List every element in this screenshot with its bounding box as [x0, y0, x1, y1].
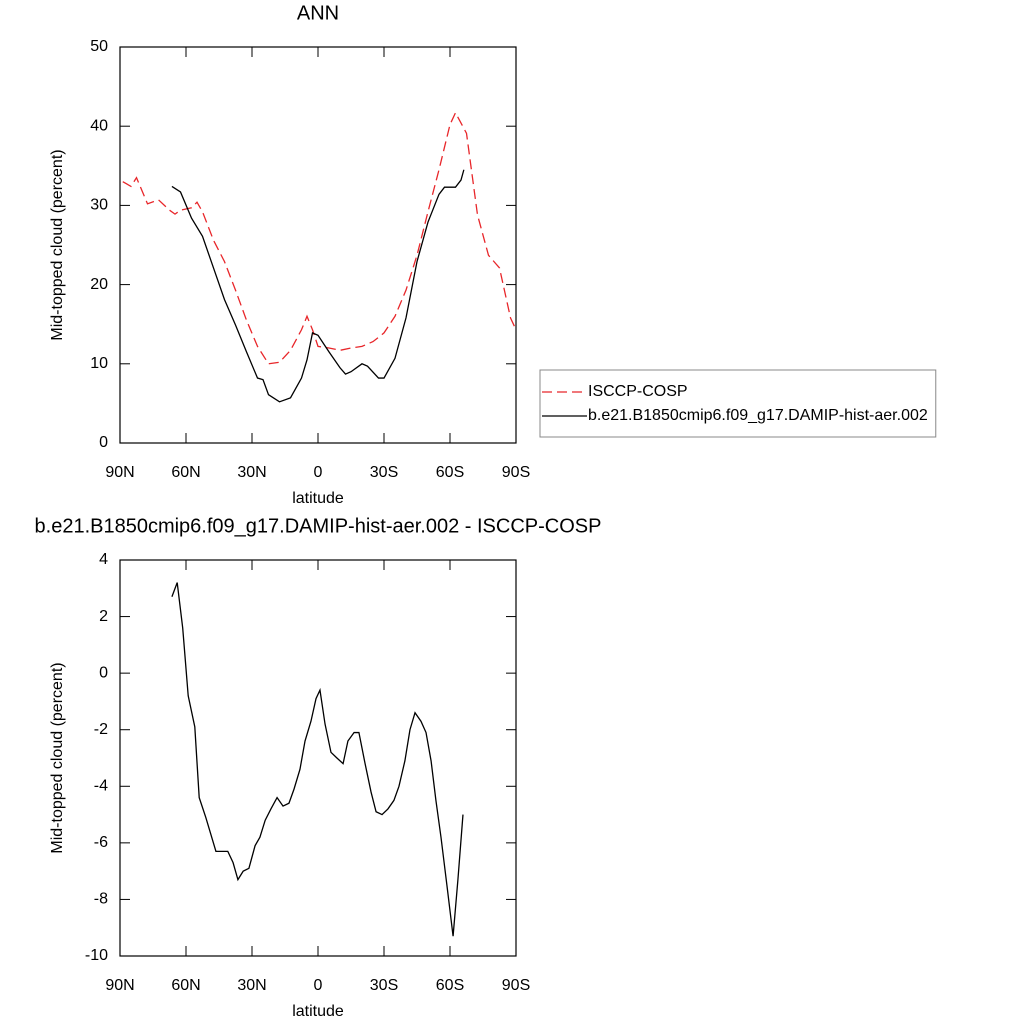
y-tick-label: -2	[94, 721, 108, 738]
x-tick-label: 30N	[237, 464, 266, 481]
series-line	[122, 111, 517, 365]
y-tick-label: 50	[90, 38, 108, 55]
y-tick-label: -4	[94, 778, 108, 795]
y-tick-label: 10	[90, 355, 108, 372]
x-tick-label: 90S	[502, 464, 530, 481]
y-tick-label: 4	[99, 551, 108, 568]
y-tick-label: -10	[85, 947, 108, 964]
x-tick-label: 30S	[370, 464, 398, 481]
x-tick-label: 60S	[436, 977, 464, 994]
x-tick-label: 0	[314, 977, 323, 994]
y-tick-label: 40	[90, 117, 108, 134]
y-tick-label: 30	[90, 197, 108, 214]
plot-frame	[119, 559, 517, 957]
legend-box	[539, 369, 937, 438]
x-tick-label: 90S	[502, 977, 530, 994]
x-tick-label: 60S	[436, 464, 464, 481]
y-tick-label: 0	[99, 664, 108, 681]
legend-label: b.e21.B1850cmip6.f09_g17.DAMIP-hist-aer.…	[588, 407, 928, 424]
x-tick-label: 60N	[171, 977, 200, 994]
x-tick-label: 90N	[105, 977, 134, 994]
legend: ISCCP-COSP b.e21.B1850cmip6.f09_g17.DAMIP…	[539, 369, 937, 438]
x-axis-label: latitude	[292, 490, 344, 507]
y-tick-label: 20	[90, 276, 108, 293]
y-tick-label: 2	[99, 608, 108, 625]
y-axis-label: Mid-topped cloud (percent)	[49, 662, 66, 853]
x-tick-label: 0	[314, 464, 323, 481]
x-tick-label: 30S	[370, 977, 398, 994]
x-tick-label: 90N	[105, 464, 134, 481]
chart-title: b.e21.B1850cmip6.f09_g17.DAMIP-hist-aer.…	[35, 515, 602, 537]
x-tick-label: 60N	[171, 464, 200, 481]
series-line	[171, 582, 464, 937]
series-line	[171, 169, 465, 403]
y-tick-label: -6	[94, 834, 108, 851]
plot-frame	[119, 46, 517, 444]
x-tick-label: 30N	[237, 977, 266, 994]
legend-label: ISCCP-COSP	[588, 383, 688, 400]
y-tick-label: -8	[94, 891, 108, 908]
x-axis-label: latitude	[292, 1003, 344, 1020]
y-axis-label: Mid-topped cloud (percent)	[49, 149, 66, 340]
chart-title: ANN	[297, 2, 339, 24]
y-tick-label: 0	[99, 434, 108, 451]
